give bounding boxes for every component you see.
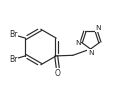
Text: Br: Br xyxy=(9,30,17,39)
Text: N: N xyxy=(74,40,80,46)
Text: Br: Br xyxy=(9,55,17,64)
Text: N: N xyxy=(95,25,100,31)
Text: O: O xyxy=(55,69,60,78)
Text: N: N xyxy=(87,50,93,56)
